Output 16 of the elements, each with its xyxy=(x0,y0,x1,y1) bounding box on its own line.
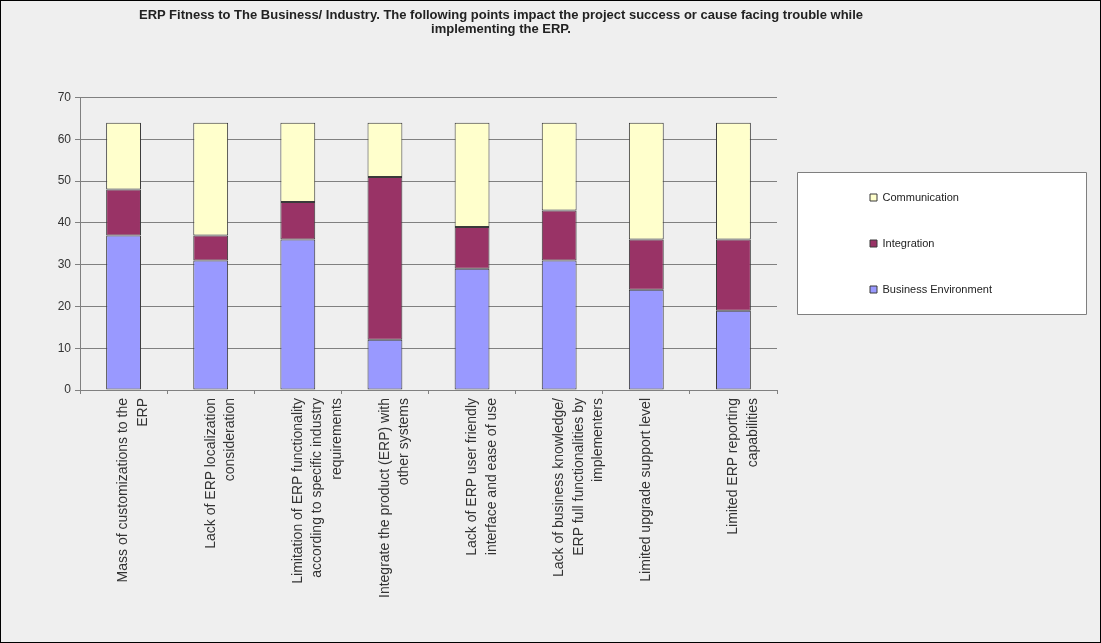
y-tick-label: 10 xyxy=(57,340,72,355)
x-tick-label: Limited ERP reporting capabilities xyxy=(724,398,760,535)
legend-label: Communication xyxy=(882,190,959,203)
y-tick-label: 0 xyxy=(64,382,72,397)
y-tick-label: 50 xyxy=(57,173,72,188)
y-tick-label: 40 xyxy=(57,215,72,230)
chart-title: ERP Fitness to The Business/ Industry. The following points impact the project success or cause facing trouble while implementing the ERP. xyxy=(138,6,864,37)
y-tick-label: 20 xyxy=(57,298,72,313)
x-tick-label: Lack of ERP localization consideration xyxy=(201,398,238,549)
legend-label: Business Environment xyxy=(882,282,992,295)
x-tick-label: Mass of customizations to the ERP xyxy=(114,397,151,583)
y-tick-label: 60 xyxy=(57,131,72,146)
y-tick-label: 30 xyxy=(57,257,72,271)
y-tick-label: 70 xyxy=(57,89,72,104)
legend-label: Integration xyxy=(882,236,935,249)
x-tick-label: Limited upgrade support level xyxy=(637,398,654,582)
